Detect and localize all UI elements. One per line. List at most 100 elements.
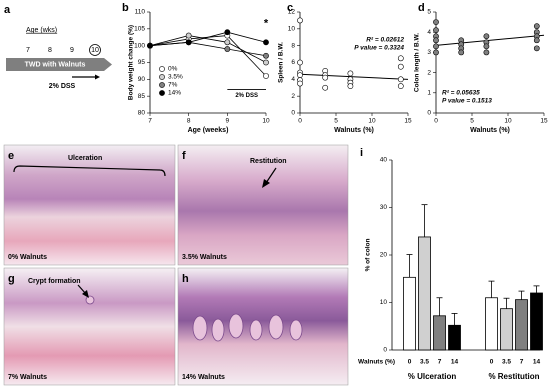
marker: [224, 39, 231, 46]
line: [149, 35, 267, 63]
marker: [263, 73, 269, 79]
point: [397, 55, 404, 62]
x-tick-label: 15: [540, 118, 548, 125]
micrograph: [3, 144, 176, 266]
x-tick-label: 8: [187, 118, 191, 125]
marker: [185, 32, 192, 39]
x-tick-label: 0: [408, 359, 412, 366]
feature-label: Restitution: [250, 158, 287, 165]
marker: [263, 59, 269, 66]
x-tick-label: 0: [490, 359, 494, 366]
bar: [418, 236, 431, 351]
point: [297, 59, 303, 66]
arrow-head: [262, 179, 270, 188]
micrographs: e Ulceration 0% Walnuts f Restitution 3.…: [3, 144, 349, 386]
bar: [485, 297, 498, 351]
y-tick-label: 2: [291, 93, 295, 100]
marker: [263, 52, 269, 59]
caption: 14% Walnuts: [182, 374, 225, 381]
group-label: % Restitution: [488, 372, 539, 381]
y-tick-label: 4: [291, 76, 295, 83]
y-tick-label: 90: [138, 76, 146, 83]
x-tick-label: 5: [334, 118, 338, 125]
x-tick-label: 10: [368, 118, 376, 125]
x-tick-label: 10: [504, 118, 512, 125]
point: [483, 49, 490, 56]
panel-label: h: [182, 273, 189, 285]
point: [433, 43, 439, 50]
y-tick-label: 0: [427, 110, 431, 117]
y-tick-label: 1: [427, 90, 431, 97]
arrow: [265, 167, 277, 184]
point: [322, 84, 329, 91]
point: [397, 63, 404, 70]
bar: [500, 308, 513, 351]
x-tick-label: 7: [148, 118, 152, 125]
legend-marker: [159, 66, 165, 72]
panel-label: e: [8, 150, 14, 162]
y-tick-label: 10: [288, 26, 296, 33]
micrograph: [177, 144, 349, 266]
panel-label: c: [287, 2, 293, 14]
diet-arrow: [6, 58, 112, 71]
point: [433, 37, 439, 44]
y-tick-label: 0: [291, 110, 295, 117]
point: [297, 80, 303, 87]
y-tick-label: 95: [138, 59, 146, 66]
y-tick-label: 12: [288, 9, 296, 16]
trend-line: [299, 73, 409, 80]
point: [347, 70, 354, 77]
y-tick-label: 80: [138, 110, 146, 117]
circle: [89, 44, 101, 56]
caption: 0% Walnuts: [8, 254, 47, 261]
annotation: 2% DSS: [235, 93, 258, 99]
point: [433, 19, 439, 25]
marker: [185, 39, 192, 46]
y-tick-label: 2: [427, 69, 431, 76]
x-axis-label: Walnuts (%): [470, 127, 510, 134]
legend-label: 14%: [168, 90, 181, 97]
y-tick-label: 5: [427, 9, 431, 16]
x-tick-label: 7: [438, 359, 442, 366]
y-tick-label: 105: [134, 26, 145, 33]
x-tick-label: 10: [262, 118, 270, 125]
x-tick-label: 7: [520, 359, 524, 366]
legend-label: 3.5%: [168, 74, 183, 81]
caption: 3.5% Walnuts: [182, 254, 227, 261]
feature-label: Crypt formation: [28, 278, 81, 285]
stat-annotation: P value = 0.3324: [354, 45, 404, 52]
diet-label: TWD with Walnuts: [25, 61, 86, 68]
y-axis-label: Body weight change (%): [128, 25, 135, 100]
legend-marker: [159, 90, 165, 96]
panel-label: b: [122, 2, 129, 14]
marker: [224, 29, 231, 36]
bracket: [13, 165, 166, 177]
legend-label: 0%: [168, 66, 178, 73]
x-tick-label: 0: [298, 118, 302, 125]
x-tick-label: 3.5: [502, 359, 511, 366]
bar: [403, 276, 416, 351]
age: 8: [48, 47, 52, 54]
point: [297, 72, 303, 79]
bar: [515, 299, 528, 351]
dss-label: 2% DSS: [49, 83, 76, 90]
y-tick-label: 100: [134, 42, 145, 49]
y-tick-label: 30: [380, 204, 388, 211]
x-tick-label: 15: [404, 118, 412, 125]
stat-annotation: P value = 0.1513: [442, 98, 492, 105]
x-axis-label: Walnuts (%): [334, 127, 374, 134]
trend-line: [435, 34, 545, 46]
micrograph: [3, 267, 176, 386]
panel-label: f: [182, 150, 186, 162]
marker: [263, 39, 269, 46]
x-axis-label: Age (weeks): [188, 127, 229, 134]
age: 10: [91, 47, 99, 54]
y-tick-label: 0: [383, 347, 387, 354]
line: [149, 31, 267, 47]
point: [533, 37, 540, 44]
timeline: a Age (wks) 7 8 9 10 TWD with Walnuts 2%…: [4, 4, 112, 90]
panel-label: d: [418, 2, 425, 14]
caption: 7% Walnuts: [8, 374, 47, 381]
legend-label: 7%: [168, 82, 178, 89]
